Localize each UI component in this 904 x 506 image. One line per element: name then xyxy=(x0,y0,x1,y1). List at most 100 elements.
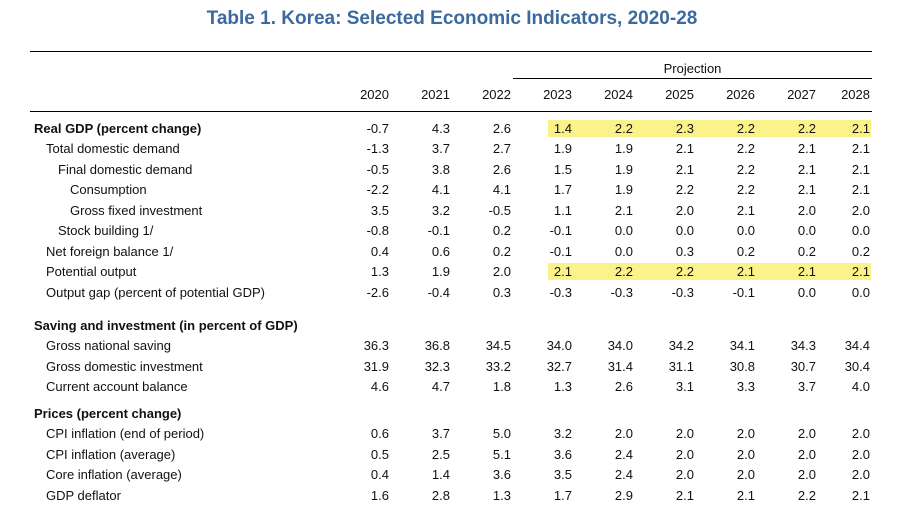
cell-2024: 2.4 xyxy=(614,447,633,462)
cell-2028: 2.1 xyxy=(851,162,870,177)
cell-2021: 3.7 xyxy=(431,426,450,441)
section-header-row: Prices (percent change) xyxy=(0,404,904,424)
cell-2028: 0.0 xyxy=(851,223,870,238)
table-row: Gross national saving 36.3 36.8 34.5 34.0 34.… xyxy=(0,336,904,356)
cell-2025: 2.1 xyxy=(675,488,694,503)
cell-2027: 2.2 xyxy=(797,121,816,136)
projection-rule xyxy=(513,78,872,79)
table-row: Gross domestic investment 31.9 32.3 33.2 32.… xyxy=(0,357,904,377)
cell-2027: 0.0 xyxy=(797,223,816,238)
table-row: Net foreign balance 1/0.4 0.6 0.2 -0.1 0.0 0.… xyxy=(0,242,904,262)
cell-2027: 2.2 xyxy=(797,488,816,503)
cell-2023: 1.4 xyxy=(553,121,572,136)
table-row: Potential output 1.3 1.9 2.0 2.1 2.2 2.2 2.1 2.1… xyxy=(0,262,904,282)
cell-2024: -0.3 xyxy=(610,285,633,300)
cell-2023: 3.6 xyxy=(553,447,572,462)
cell-2026: 2.0 xyxy=(736,426,755,441)
cell-2021: 3.2 xyxy=(431,203,450,218)
cell-2026: 2.2 xyxy=(736,162,755,177)
cell-2025: 2.0 xyxy=(675,203,694,218)
cell-2026: 2.0 xyxy=(736,447,755,462)
cell-2023: 1.7 xyxy=(553,182,572,197)
cell-2023: 3.5 xyxy=(553,467,572,482)
cell-2024: 2.0 xyxy=(614,426,633,441)
section-header-row: Saving and investment (in percent of GDP… xyxy=(0,316,904,336)
cell-2026: 2.1 xyxy=(736,203,755,218)
cell-2028: 2.0 xyxy=(851,447,870,462)
row-label: Real GDP (percent change) xyxy=(34,121,202,136)
cell-2021: 36.8 xyxy=(424,338,450,353)
cell-2021: 0.6 xyxy=(431,244,450,259)
row-label: Final domestic demand xyxy=(58,162,193,177)
cell-2027: 2.1 xyxy=(797,182,816,197)
cell-2026: 0.0 xyxy=(736,223,755,238)
cell-2024: 2.2 xyxy=(614,121,633,136)
table-row: Output gap (percent of potential GDP) -2.… xyxy=(0,283,904,303)
cell-2022: 34.5 xyxy=(485,338,511,353)
cell-2024: 2.9 xyxy=(614,488,633,503)
cell-2027: 2.0 xyxy=(797,467,816,482)
cell-2024: 2.2 xyxy=(614,264,633,279)
cell-2027: 2.1 xyxy=(797,264,816,279)
cell-2027: 2.0 xyxy=(797,426,816,441)
row-label: Current account balance xyxy=(46,379,188,394)
cell-2028: 2.1 xyxy=(851,264,870,279)
cell-2021: 4.3 xyxy=(431,121,450,136)
year-header-2027: 2027 xyxy=(787,87,816,102)
row-label: Potential output xyxy=(46,264,137,279)
table-row: Final domestic demand -0.5 3.8 2.6 1.5 1.9 2.1… xyxy=(0,160,904,180)
table-row: CPI inflation (end of period) 0.6 3.7 5.0 3.… xyxy=(0,424,904,444)
cell-2028: 30.4 xyxy=(844,359,870,374)
cell-2020: -0.5 xyxy=(366,162,389,177)
cell-2024: 0.0 xyxy=(614,244,633,259)
cell-2023: 34.0 xyxy=(546,338,572,353)
cell-2024: 34.0 xyxy=(607,338,633,353)
cell-2020: 4.6 xyxy=(370,379,389,394)
cell-2023: -0.3 xyxy=(549,285,572,300)
cell-2022: 4.1 xyxy=(492,182,511,197)
cell-2023: -0.1 xyxy=(549,223,572,238)
cell-2022: 0.3 xyxy=(492,285,511,300)
cell-2022: 0.2 xyxy=(492,244,511,259)
table-row: Consumption -2.2 4.1 4.1 1.7 1.9 2.2 2.2 2.1 2.1 xyxy=(0,180,904,200)
cell-2025: 31.1 xyxy=(668,359,694,374)
cell-2020: 3.5 xyxy=(370,203,389,218)
row-label: Total domestic demand xyxy=(46,141,180,156)
table-row: Real GDP (percent change) -0.7 4.3 2.6 1.4 2.… xyxy=(0,119,904,139)
row-label: Core inflation (average) xyxy=(46,467,182,482)
cell-2022: 0.2 xyxy=(492,223,511,238)
table-row: GDP deflator 1.6 2.8 1.3 1.7 2.9 2.1 2.1 2.2 2.1 xyxy=(0,486,904,506)
cell-2025: 2.2 xyxy=(675,264,694,279)
cell-2023: 1.3 xyxy=(553,379,572,394)
cell-2027: 0.0 xyxy=(797,285,816,300)
row-label: Prices (percent change) xyxy=(34,406,182,421)
cell-2025: 2.0 xyxy=(675,426,694,441)
cell-2025: 0.0 xyxy=(675,223,694,238)
cell-2027: 0.2 xyxy=(797,244,816,259)
cell-2024: 1.9 xyxy=(614,141,633,156)
row-label: Net foreign balance 1/ xyxy=(46,244,174,259)
projection-highlight xyxy=(548,263,871,280)
cell-2025: 2.3 xyxy=(675,121,694,136)
cell-2026: 2.2 xyxy=(736,121,755,136)
cell-2020: 31.9 xyxy=(363,359,389,374)
cell-2023: 1.7 xyxy=(553,488,572,503)
cell-2021: 32.3 xyxy=(424,359,450,374)
row-label: CPI inflation (average) xyxy=(46,447,176,462)
cell-2025: 34.2 xyxy=(668,338,694,353)
cell-2028: 0.2 xyxy=(851,244,870,259)
cell-2028: 2.1 xyxy=(851,121,870,136)
cell-2027: 2.1 xyxy=(797,162,816,177)
cell-2026: 2.1 xyxy=(736,264,755,279)
table-row: Current account balance 4.6 4.7 1.8 1.3 2.6 3.… xyxy=(0,377,904,397)
cell-2020: 0.4 xyxy=(370,467,389,482)
cell-2023: 2.1 xyxy=(553,264,572,279)
cell-2026: -0.1 xyxy=(732,285,755,300)
cell-2028: 2.1 xyxy=(851,488,870,503)
cell-2020: -2.6 xyxy=(366,285,389,300)
cell-2020: 0.5 xyxy=(370,447,389,462)
cell-2022: 3.6 xyxy=(492,467,511,482)
cell-2026: 0.2 xyxy=(736,244,755,259)
row-label: Consumption xyxy=(70,182,147,197)
table-row: Total domestic demand -1.3 3.7 2.7 1.9 1.9 2.1… xyxy=(0,139,904,159)
